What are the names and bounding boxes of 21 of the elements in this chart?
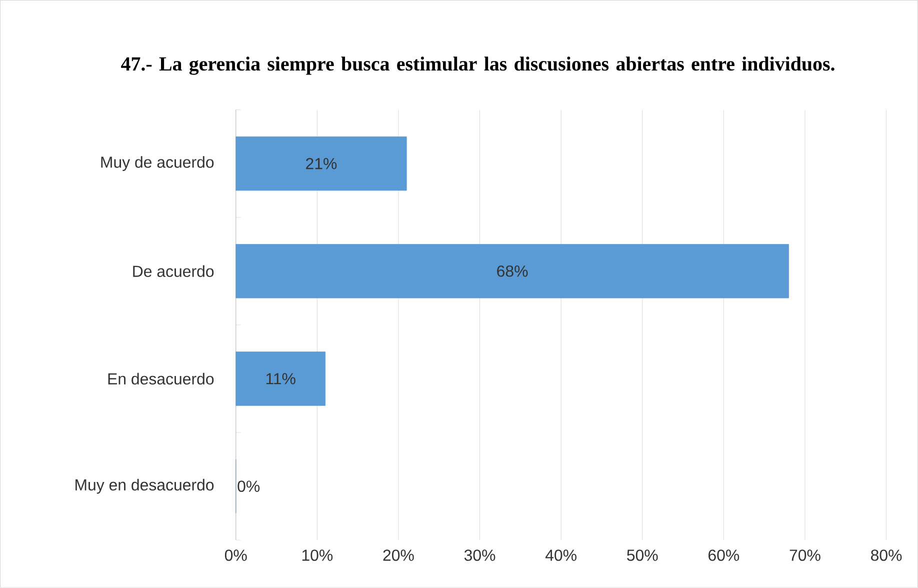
x-tick-label: 50% xyxy=(627,550,658,561)
x-tick-label: 0% xyxy=(224,550,247,561)
x-tick-label: 80% xyxy=(871,550,902,561)
x-tick-label: 10% xyxy=(302,550,333,561)
data-label: 21% xyxy=(306,158,337,170)
x-tick-label: 70% xyxy=(790,550,820,561)
data-label: 0% xyxy=(238,480,260,492)
data-label: 11% xyxy=(266,373,296,384)
y-tick-label: Muy de acuerdo xyxy=(101,156,214,172)
data-label: 68% xyxy=(497,266,528,277)
bar xyxy=(236,352,326,406)
y-tick-label: En desacuerdo xyxy=(108,372,214,385)
x-tick-label: 60% xyxy=(708,550,740,561)
chart-title: 47.- La gerencia siempre busca estimular las discusiones abiertas entre individuos. xyxy=(121,56,834,75)
y-tick-label: Muy en desacuerdo xyxy=(76,478,214,494)
x-tick-label: 30% xyxy=(464,550,496,561)
x-tick-label: 40% xyxy=(545,550,576,561)
x-tick-label: 20% xyxy=(383,550,414,561)
bar xyxy=(236,136,407,191)
bar xyxy=(236,244,789,298)
y-tick-label: De acuerdo xyxy=(133,265,214,278)
